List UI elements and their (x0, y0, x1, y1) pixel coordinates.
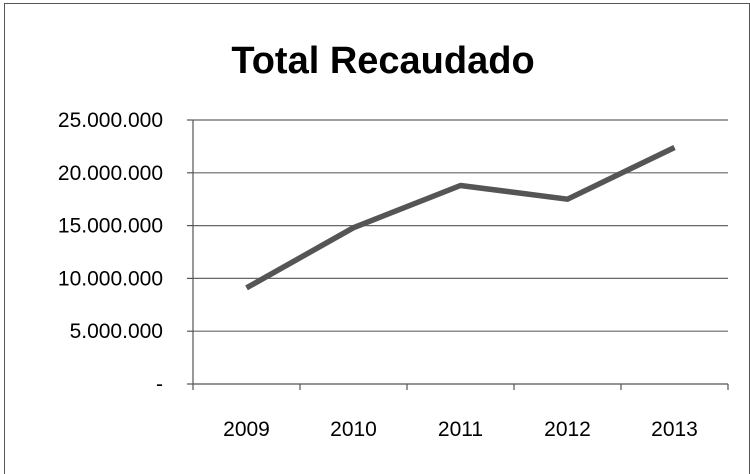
x-tick-label: 2011 (438, 418, 483, 441)
y-tick-label: 15.000.000 (58, 215, 163, 238)
x-tick-label: 2012 (544, 418, 591, 441)
series-group (246, 147, 674, 288)
y-tick-label: 25.000.000 (58, 109, 163, 132)
grid-lines (193, 120, 728, 331)
y-tick-label: 10.000.000 (58, 267, 163, 290)
series-line (247, 148, 675, 288)
x-tick-label: 2009 (223, 418, 270, 441)
x-tick-label: 2010 (330, 418, 377, 441)
y-tick-labels: - 5.000.000 10.000.000 15.000.000 20.000.000… (58, 109, 163, 396)
x-tick-label: 2013 (651, 418, 698, 441)
y-tick-label: 5.000.000 (70, 320, 163, 343)
x-tick-labels: 2009 2010 2011 2012 2013 (223, 418, 698, 441)
y-tick-label: - (156, 373, 163, 396)
y-tick-label: 20.000.000 (58, 162, 163, 185)
chart-title: Total Recaudado (231, 40, 534, 82)
